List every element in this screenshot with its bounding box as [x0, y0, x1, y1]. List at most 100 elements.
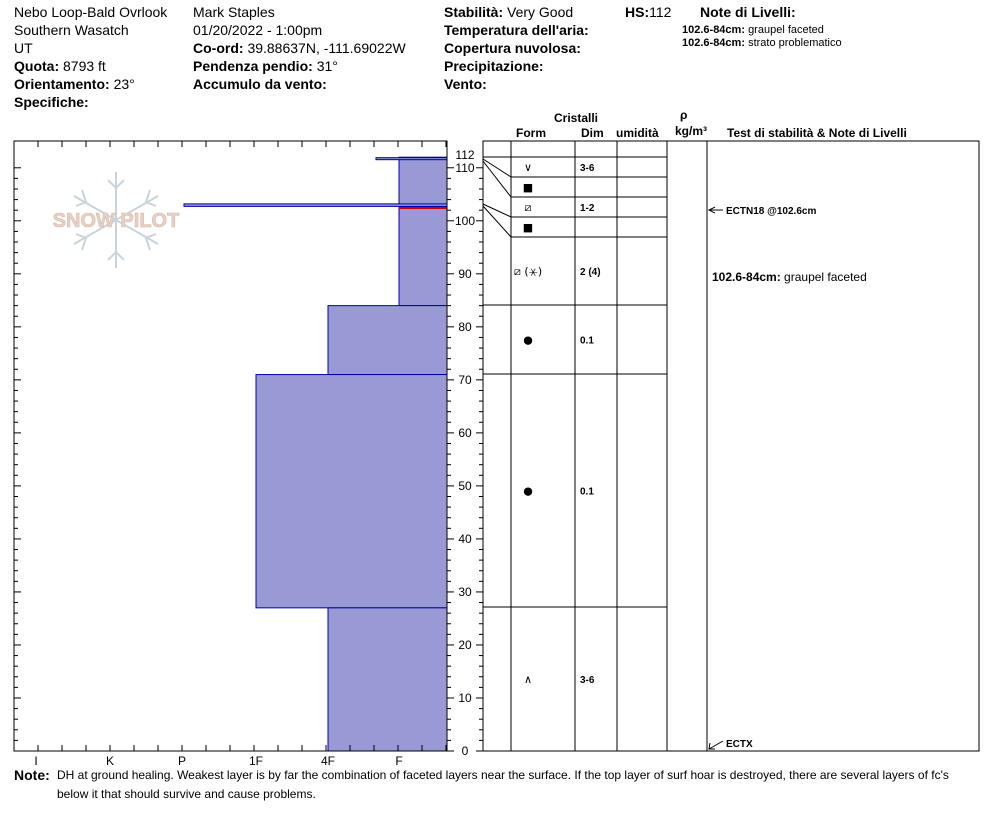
depth-axis-label: 100: [455, 214, 475, 228]
depth-axis-label: 90: [458, 267, 472, 281]
crystal-size: 3-6: [580, 163, 595, 174]
layer-note-range: 102.6-84cm:: [712, 270, 784, 284]
density-unit-header: kg/m³: [675, 124, 708, 138]
watermark-text: SNOW PILOT: [53, 210, 180, 232]
table-frame: [482, 140, 980, 752]
precipitation-label: Precipitazione:: [444, 58, 544, 74]
layer-connector: [482, 158, 512, 178]
observer: Mark Staples: [193, 4, 275, 20]
slope: Pendenza pendio: 31°: [193, 58, 338, 74]
thin-layer-bar: [375, 157, 448, 161]
stability-value: Very Good: [507, 4, 574, 20]
arrow-icon: [707, 206, 716, 214]
layer-note-range: 102.6-84cm:: [682, 37, 745, 49]
crystal-size: 0.1: [580, 336, 594, 347]
elevation-value: 8793 ft: [63, 58, 106, 74]
form-header: Form: [516, 126, 546, 140]
layer-note-text: graupel faceted: [784, 270, 867, 284]
stability-test-label: ECTX: [726, 739, 753, 750]
aspect-value: 23°: [113, 76, 135, 92]
crystal-form-symbol: ⧄: [525, 201, 532, 214]
hardness-axis-label: 4F: [321, 754, 335, 768]
hardness-axis-label: 1F: [249, 754, 263, 768]
dim-header: Dim: [581, 126, 604, 140]
hardness-axis-label: F: [395, 754, 402, 768]
crystal-size: 3-6: [580, 675, 595, 686]
hardness-layer-bar: [327, 607, 448, 752]
slope-value: 31°: [316, 58, 338, 74]
location-name: Nebo Loop-Bald Ovrlook: [14, 4, 168, 20]
depth-axis-label: 50: [458, 479, 472, 493]
specifics-label: Specifiche:: [14, 94, 89, 110]
test-arrow: [708, 740, 724, 750]
rho-header: ρ: [680, 108, 688, 122]
crystal-form-symbol: ●: [523, 485, 533, 498]
hs-value: 112: [649, 4, 672, 20]
air-temp-label: Temperatura dell'aria:: [444, 22, 589, 38]
aspect-label: Orientamento:: [14, 76, 110, 92]
snowpilot-watermark: SNOW PILOT: [52, 172, 180, 268]
hardness-layer-bar: [327, 305, 448, 376]
layer-note-text: strato problematico: [748, 37, 842, 49]
datetime: 01/20/2022 - 1:00pm: [193, 22, 323, 38]
coordinates: Co-ord: 39.88637N, -111.69022W: [193, 40, 406, 56]
mountain-range: Southern Wasatch: [14, 22, 129, 38]
crystal-size: 1-2: [580, 203, 595, 214]
hardness-axis-label: I: [34, 754, 37, 768]
depth-axis-label: 70: [458, 373, 472, 387]
depth-axis-label: 20: [458, 638, 472, 652]
wind-loading-label: Accumulo da vento:: [193, 76, 327, 92]
crystal-size: 0.1: [580, 487, 594, 498]
moisture-header: umidità: [616, 126, 659, 140]
crystal-form-symbol: ■: [523, 221, 533, 234]
hardness-axis-label: K: [106, 754, 114, 768]
hardness-layer-bar: [398, 206, 448, 307]
arrow-icon: [708, 742, 715, 750]
stability-label: Stabilità:: [444, 4, 504, 20]
frames: [13, 140, 980, 752]
notes-label: Note:: [14, 767, 50, 783]
coord-value: 39.88637N, -111.69022W: [247, 40, 406, 56]
cloud-cover-label: Copertura nuvolosa:: [444, 40, 581, 56]
depth-axis-label: 10: [458, 691, 472, 705]
hardness-layer-bar: [255, 374, 448, 609]
layer-note-right: 102.6-84cm: graupel faceted: [712, 270, 867, 284]
coord-label: Co-ord:: [193, 40, 244, 56]
layer-connectors: [482, 156, 667, 608]
crystal-form-symbol: ∧: [524, 673, 532, 686]
state: UT: [14, 40, 33, 56]
stability: Stabilità: Very Good: [444, 4, 573, 20]
layer-connector: [482, 160, 512, 198]
stability-tests: ECTN18 @102.6cm ECTX 102.6-84cm: graupel f…: [707, 206, 867, 750]
aspect: Orientamento: 23°: [14, 76, 135, 92]
crystal-form-symbol: ■: [523, 181, 533, 194]
wind-label: Vento:: [444, 76, 487, 92]
crystals-header: Cristalli: [554, 111, 599, 125]
layer-note-range: 102.6-84cm:: [682, 24, 745, 36]
crystal-form-symbol: ●: [523, 334, 533, 347]
slope-label: Pendenza pendio:: [193, 58, 313, 74]
crystal-form-symbol: ∨: [524, 161, 532, 174]
snowflake-icon: [73, 172, 159, 268]
elevation: Quota: 8793 ft: [14, 58, 106, 74]
thin-layer-bar: [183, 203, 448, 207]
notes-line-2: below it that should survive and cause p…: [57, 787, 316, 801]
depth-axis-label: 112: [455, 148, 474, 162]
axis-ticks: [13, 141, 483, 752]
layer-connector: [482, 205, 512, 238]
crystal-size: 2 (4): [580, 267, 601, 278]
stability-notes-header: Test di stabilità & Note di Livelli: [727, 126, 907, 140]
layer-note-2: 102.6-84cm: strato problematico: [682, 37, 842, 49]
layer-notes-label: Note di Livelli:: [700, 4, 796, 20]
depth-axis-label: 60: [458, 426, 472, 440]
crystal-form-symbol: ⧄ (⚹): [514, 265, 542, 278]
notes-line-1: DH at ground healing. Weakest layer is b…: [57, 768, 949, 782]
depth-axis-label: 40: [458, 532, 472, 546]
depth-axis-label: 0: [462, 744, 469, 758]
depth-axis-label: 110: [455, 161, 474, 175]
hardness-layer-bar: [398, 156, 448, 208]
elevation-label: Quota:: [14, 58, 60, 74]
layer-note-1: 102.6-84cm: graupel faceted: [682, 24, 824, 36]
